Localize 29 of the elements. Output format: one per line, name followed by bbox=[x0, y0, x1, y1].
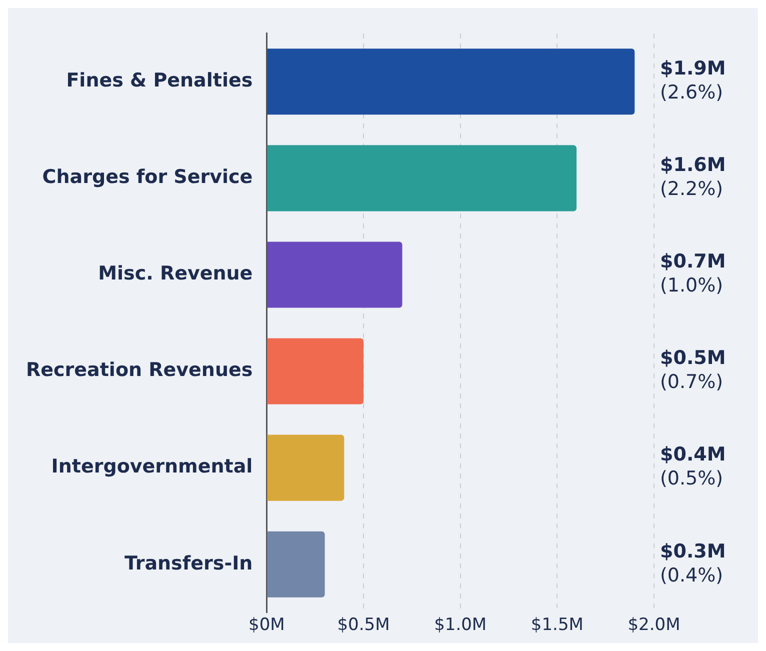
data-label: $0.5M bbox=[660, 347, 726, 370]
y-tick-label: Misc. Revenue bbox=[98, 262, 253, 285]
x-tick-label: $1.5M bbox=[530, 615, 584, 636]
text: (0.7%) bbox=[660, 371, 724, 394]
y-tick-label: Recreation Revenues bbox=[26, 359, 253, 382]
bar bbox=[267, 434, 344, 501]
bar bbox=[267, 242, 402, 308]
text: (0.5%) bbox=[660, 468, 724, 490]
x-tick-label: $1.0M bbox=[434, 615, 487, 636]
data-label: $1.9M bbox=[660, 58, 726, 80]
bar bbox=[267, 338, 364, 404]
y-tick-label: Fines & Penalties bbox=[66, 70, 253, 92]
bar bbox=[267, 145, 577, 212]
data-label: $1.6M bbox=[660, 154, 726, 176]
text: (0.4%) bbox=[660, 564, 724, 586]
text: (1.0%) bbox=[660, 274, 724, 297]
text: (2.2%) bbox=[660, 178, 724, 200]
bar bbox=[267, 531, 325, 598]
text: (2.6%) bbox=[660, 82, 724, 104]
y-tick-label: Charges for Service bbox=[42, 166, 253, 188]
y-tick-label: Intergovernmental bbox=[51, 456, 253, 478]
x-tick-label: $0M bbox=[248, 615, 285, 636]
x-tick-label: $2.0M bbox=[628, 615, 680, 636]
data-label: $0.3M bbox=[660, 540, 726, 562]
data-label: $0.4M bbox=[660, 444, 726, 466]
data-label: $0.7M bbox=[660, 250, 726, 273]
x-tick-label: $0.5M bbox=[337, 615, 390, 636]
y-tick-label: Transfers-In bbox=[124, 552, 253, 574]
bar bbox=[267, 48, 635, 115]
